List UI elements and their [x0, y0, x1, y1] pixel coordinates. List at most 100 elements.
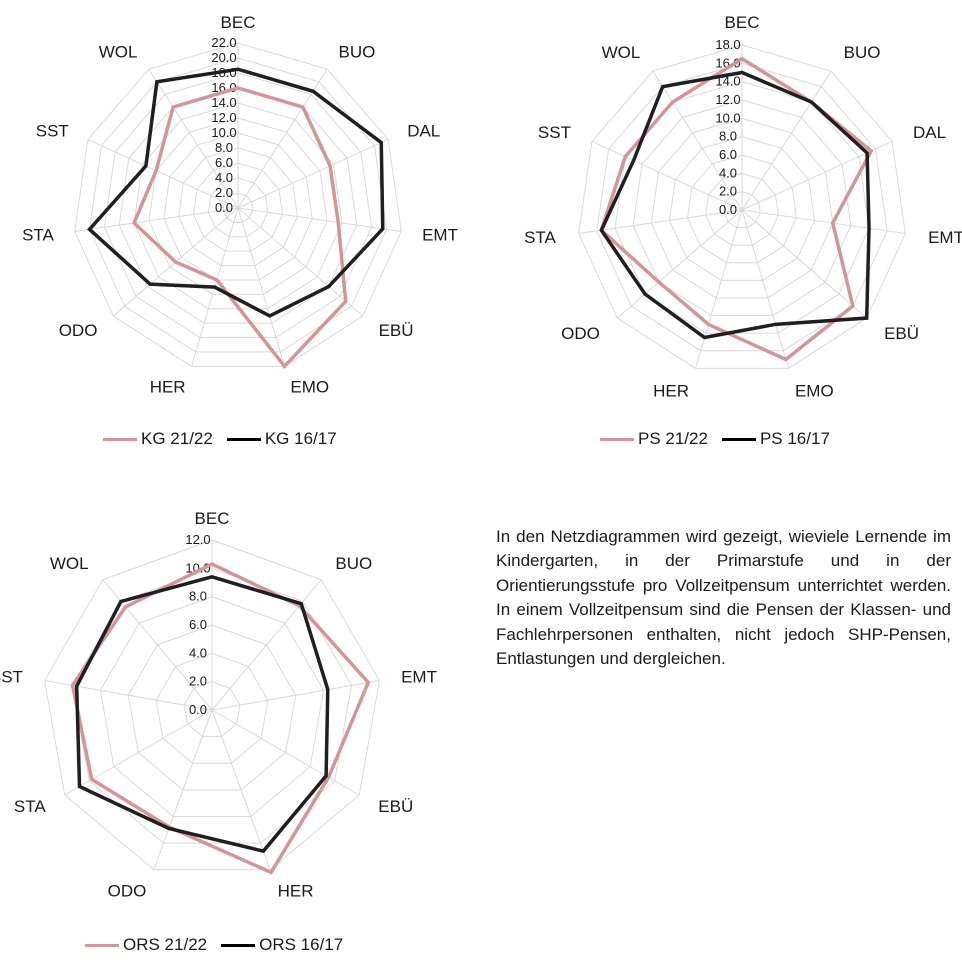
legend-swatch-previous: [226, 437, 261, 441]
grid-ring: [71, 567, 353, 844]
radar-chart-kindergarten: 0.02.04.06.08.010.012.014.016.018.020.02…: [22, 13, 458, 396]
tick-label: 2.0: [719, 184, 737, 199]
series-line-previous: [599, 70, 871, 340]
tick-label: 10.0: [185, 560, 210, 575]
legend-item-ors-2122: ORS 21/22: [85, 935, 207, 955]
tick-label: 4.0: [215, 170, 233, 185]
grid-spoke: [237, 207, 285, 367]
grid-ring: [723, 191, 761, 229]
tick-label: 8.0: [189, 589, 207, 604]
legend-item-ps-2122: PS 21/22: [600, 429, 708, 449]
legend-label: ORS 21/22: [123, 935, 208, 954]
tick-label: 20.0: [211, 50, 236, 65]
category-label: WOL: [50, 554, 89, 573]
category-label: BUO: [844, 43, 881, 62]
grid-ring: [103, 72, 373, 339]
tick-label: 6.0: [189, 617, 207, 632]
category-label: BUO: [339, 43, 376, 62]
tick-label: 18.0: [715, 37, 740, 52]
tick-label: 12.0: [715, 92, 740, 107]
grid-ring: [99, 596, 325, 817]
grid-ring: [148, 117, 328, 295]
grid-ring: [687, 154, 797, 264]
grid-spoke: [237, 207, 402, 232]
radial-axis-ticks: 0.0 2.0 4.0 6.0 8.0 10.0 12.0: [185, 532, 210, 717]
radar-grid: [44, 539, 380, 871]
tick-label: 6.0: [215, 155, 233, 170]
legend-kg: KG 21/22 KG 16/17: [103, 429, 337, 449]
category-labels: BEC BUO DAL EMT EBÜ EMO HER ODO STA SST WOL: [524, 13, 962, 400]
grid-spoke: [695, 209, 743, 369]
tick-label: 8.0: [215, 140, 233, 155]
category-label: STA: [524, 228, 556, 247]
grid-ring: [705, 172, 779, 246]
grid-spoke: [44, 679, 213, 711]
grid-spoke: [741, 209, 868, 319]
tick-label: 12.0: [211, 110, 236, 125]
legend-item-ors-1617: ORS 16/17: [221, 935, 343, 955]
legend-swatch-current: [85, 943, 119, 947]
grid-ring: [668, 136, 816, 281]
category-label: SST: [0, 668, 23, 687]
grid-spoke: [64, 709, 213, 796]
legend-label: KG 21/22: [141, 429, 213, 448]
category-label: STA: [22, 225, 54, 244]
grid-spoke: [741, 209, 906, 234]
legend-label: KG 16/17: [264, 429, 337, 448]
grid-spoke: [148, 68, 239, 209]
category-label: EMT: [422, 225, 458, 244]
category-label: EBÜ: [884, 324, 919, 343]
grid-ring: [192, 162, 284, 252]
grid-ring: [650, 117, 834, 299]
legend-item-ps-1617: PS 16/17: [721, 429, 830, 449]
tick-label: 2.0: [189, 674, 207, 689]
grid-spoke: [74, 207, 239, 232]
grid-spoke: [741, 70, 832, 211]
category-label: HER: [150, 377, 186, 396]
tick-label: 0.0: [719, 202, 737, 217]
grid-spoke: [652, 70, 743, 211]
grid-spoke: [578, 209, 743, 234]
category-label: BEC: [221, 13, 256, 32]
category-label: EMO: [290, 377, 329, 396]
category-labels: BEC BUO EMT EBÜ HER ODO STA SST WOL: [0, 510, 437, 900]
category-label: STA: [14, 797, 46, 816]
grid-spoke: [211, 579, 322, 711]
grid-ring: [207, 177, 269, 238]
legend-label: PS 16/17: [759, 429, 830, 448]
legend-swatch-current: [600, 437, 634, 441]
category-label: HER: [278, 881, 314, 900]
legend-label: ORS 16/17: [259, 935, 344, 954]
grid-ring: [632, 99, 852, 317]
grid-ring: [178, 147, 298, 267]
grid-ring: [578, 44, 906, 369]
tick-label: 4.0: [719, 165, 737, 180]
tick-label: 22.0: [211, 35, 236, 50]
tick-label: 8.0: [719, 129, 737, 144]
grid-ring: [222, 192, 254, 223]
grid-ring: [163, 132, 313, 281]
category-label: EMT: [928, 228, 962, 247]
grid-ring: [127, 624, 297, 791]
grid-spoke: [741, 209, 789, 369]
grid-spoke: [616, 209, 743, 319]
tick-label: 0.0: [215, 200, 233, 215]
legend-item-kg-2122: KG 21/22: [103, 429, 213, 449]
tick-label: 12.0: [185, 532, 210, 547]
grid-spoke: [591, 141, 743, 211]
grid-spoke: [87, 139, 239, 209]
legend-swatch-previous: [721, 437, 756, 441]
tick-label: 10.0: [715, 110, 740, 125]
category-label: BUO: [335, 554, 372, 573]
category-label: ODO: [59, 321, 98, 340]
category-label: WOL: [99, 43, 138, 62]
category-label: DAL: [407, 122, 440, 141]
grid-spoke: [237, 139, 389, 209]
category-label: ODO: [108, 881, 147, 900]
tick-label: 0.0: [189, 702, 207, 717]
grid-ring: [74, 42, 402, 367]
category-label: WOL: [602, 43, 641, 62]
category-label: HER: [653, 381, 689, 400]
series-line-previous: [87, 67, 385, 318]
category-label: SST: [538, 123, 571, 142]
